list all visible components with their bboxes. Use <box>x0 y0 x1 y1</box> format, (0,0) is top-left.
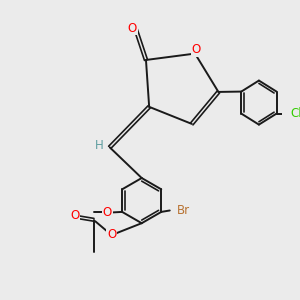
Text: O: O <box>128 22 137 34</box>
Text: O: O <box>107 228 116 241</box>
Text: H: H <box>94 140 103 152</box>
Text: Cl: Cl <box>291 107 300 120</box>
Text: Br: Br <box>177 204 190 217</box>
Text: O: O <box>103 206 112 219</box>
Text: O: O <box>192 43 201 56</box>
Text: O: O <box>70 209 79 222</box>
